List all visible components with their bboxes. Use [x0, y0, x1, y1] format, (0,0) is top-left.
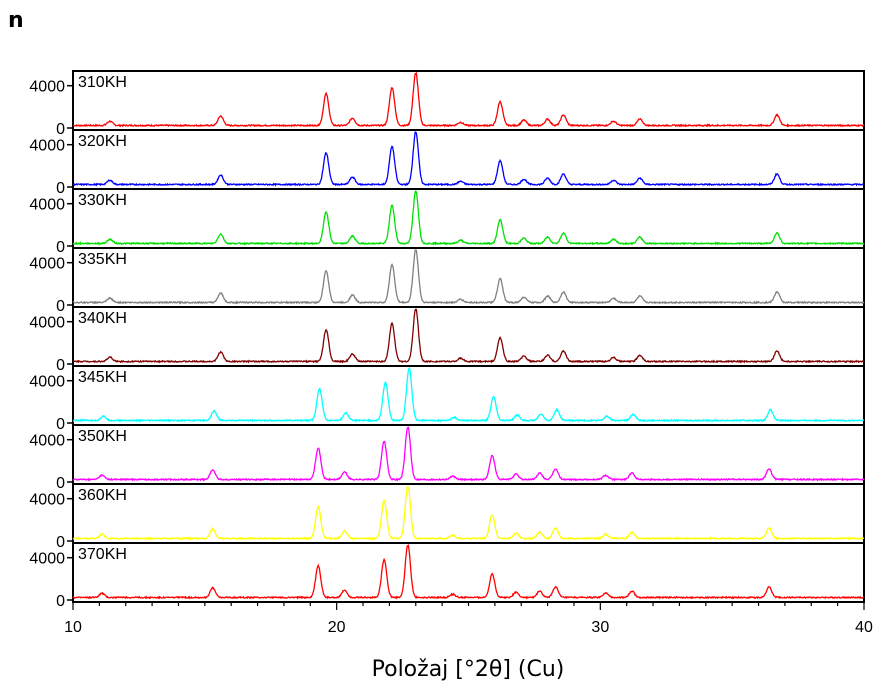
series-panel: 0 4000 345KH	[29, 365, 865, 433]
series-panel: 0 4000 370KH	[29, 542, 865, 610]
panel-frame	[72, 306, 865, 367]
y-tick-label: 4000	[29, 197, 65, 214]
y-tick-label: 0	[56, 534, 65, 551]
x-tick-label: 30	[591, 619, 609, 636]
y-tick-label: 0	[56, 180, 65, 197]
series-label: 335KH	[78, 251, 127, 268]
series-line	[72, 366, 865, 423]
series-label: 370KH	[78, 546, 127, 563]
series-label: 345KH	[78, 369, 127, 386]
series-line	[72, 543, 865, 600]
series-line	[72, 426, 865, 482]
series-label: 310KH	[78, 74, 127, 91]
y-tick-label: 4000	[29, 79, 65, 96]
panel-frame	[72, 247, 865, 308]
series-line	[72, 71, 865, 128]
y-tick-label: 4000	[29, 492, 65, 509]
x-axis: 10 20 30 40	[64, 602, 873, 636]
series-panel: 0 4000 320KH	[29, 129, 865, 197]
y-tick-label: 0	[56, 593, 65, 610]
series-panel: 0 4000 340KH	[29, 306, 865, 374]
series-label: 320KH	[78, 133, 127, 150]
series-line	[72, 308, 865, 364]
x-axis-label: Položaj [°2θ] (Cu)	[372, 657, 565, 682]
y-tick-label: 0	[56, 357, 65, 374]
y-tick-label: 0	[56, 298, 65, 315]
y-tick-label: 0	[56, 121, 65, 138]
series-panel: 0 4000 330KH	[29, 188, 865, 256]
y-tick-label: 4000	[29, 315, 65, 332]
series-label: 330KH	[78, 192, 127, 209]
series-label: 340KH	[78, 310, 127, 327]
series-line	[72, 189, 865, 246]
x-tick-label: 40	[855, 619, 873, 636]
series-panel: 0 4000 310KH	[29, 70, 865, 138]
y-tick-label: 4000	[29, 256, 65, 273]
panel-frame	[72, 483, 865, 544]
y-tick-label: 0	[56, 475, 65, 492]
panel-letter: n	[8, 8, 24, 33]
series-panel: 0 4000 360KH	[29, 483, 865, 551]
series-panel: 0 4000 350KH	[29, 424, 865, 492]
panel-frame	[72, 365, 865, 426]
panel-frame	[72, 424, 865, 485]
panel-frame	[72, 188, 865, 249]
y-tick-label: 4000	[29, 433, 65, 450]
panel-frame	[72, 129, 865, 190]
y-tick-label: 4000	[29, 374, 65, 391]
series-line	[72, 486, 865, 541]
series-panel: 0 4000 335KH	[29, 247, 865, 315]
series-label: 350KH	[78, 428, 127, 445]
y-tick-label: 0	[56, 416, 65, 433]
x-tick-label: 20	[328, 619, 346, 636]
series-label: 360KH	[78, 487, 127, 504]
y-tick-label: 0	[56, 239, 65, 256]
y-tick-label: 4000	[29, 138, 65, 155]
series-line	[72, 249, 865, 305]
panel-frame	[72, 70, 865, 131]
x-tick-label: 10	[64, 619, 82, 636]
series-line	[73, 131, 865, 187]
panel-frame	[72, 542, 865, 603]
y-tick-label: 4000	[29, 551, 65, 568]
